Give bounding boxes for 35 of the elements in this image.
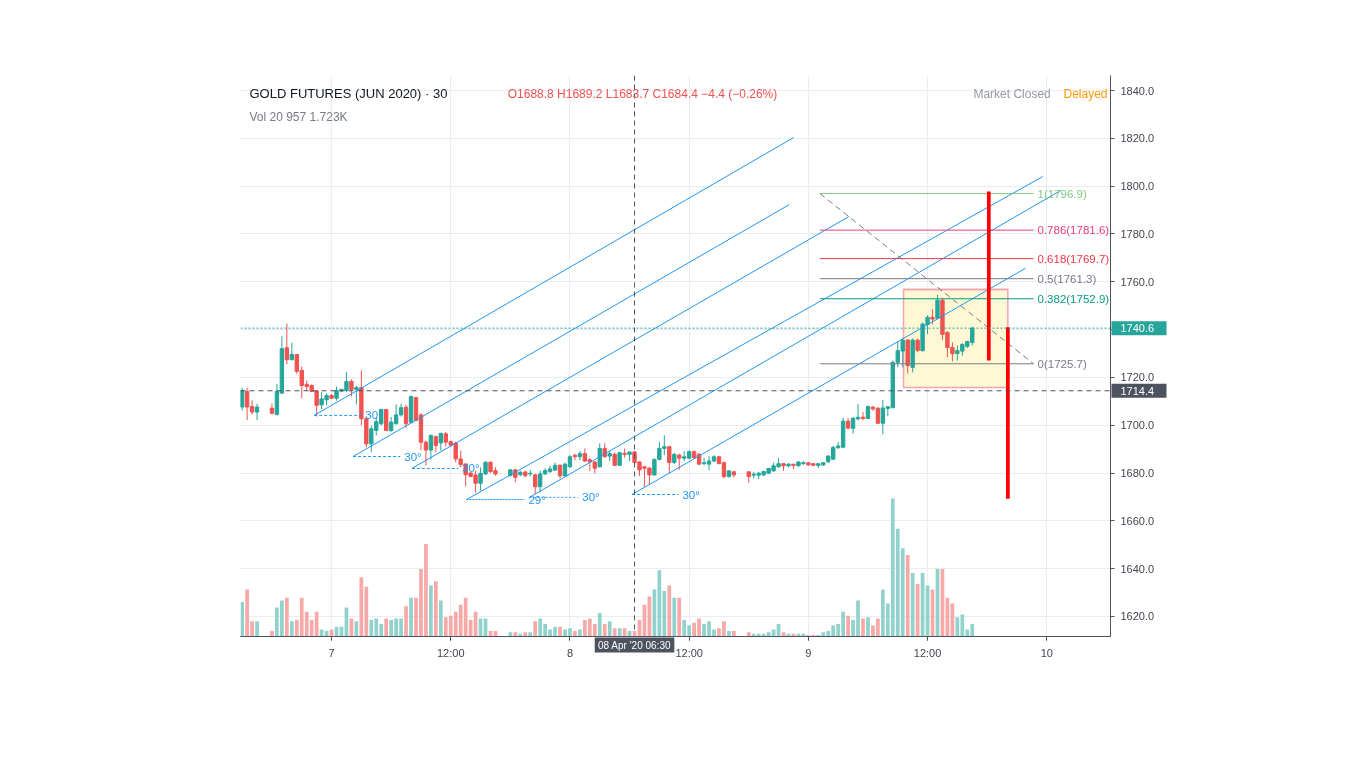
y-tick-label: 1760.0 bbox=[1120, 275, 1155, 288]
x-tick-label: 9 bbox=[805, 646, 812, 659]
y-tick-label: 1700.0 bbox=[1120, 419, 1155, 432]
y-tick-label: 1660.0 bbox=[1120, 514, 1155, 527]
annotation: Market Closed bbox=[973, 86, 1051, 101]
series-label: 29° bbox=[528, 493, 546, 506]
series-label: 0.5(1761.3) bbox=[1037, 272, 1097, 285]
annotation: Vol 20 957 1.723K bbox=[249, 109, 348, 124]
annotation: O1688.8 H1689.2 L1683.7 C1684.4 −4.4 (−0.26%) bbox=[507, 86, 778, 101]
y-tick-label: 1800.0 bbox=[1120, 180, 1155, 193]
ref-line-label: 1740.6 bbox=[1120, 322, 1155, 335]
y-tick-label: 1780.0 bbox=[1120, 227, 1155, 240]
y-tick-label: 1680.0 bbox=[1120, 467, 1155, 479]
text: GOLD FUTURES (JUN 2020) · 30 bbox=[249, 86, 448, 101]
series-label: 30° bbox=[404, 450, 422, 463]
ref-line-label: 1714.4 bbox=[1120, 384, 1155, 397]
annotation: Delayed bbox=[1063, 86, 1108, 101]
series-label: 0.786(1781.6) bbox=[1037, 224, 1110, 237]
x-tick-label: 12:00 bbox=[675, 646, 703, 659]
y-tick-label: 1820.0 bbox=[1120, 132, 1155, 145]
series-label: 30° bbox=[682, 488, 700, 501]
series-label: 0(1725.7) bbox=[1037, 357, 1087, 370]
series-label: 0.618(1769.7) bbox=[1037, 252, 1110, 265]
y-tick-label: 1720.0 bbox=[1120, 371, 1155, 384]
x-tick-label: 8 bbox=[566, 646, 574, 659]
y-tick-label: 1640.0 bbox=[1120, 562, 1155, 575]
series-label: 0.382(1752.9) bbox=[1037, 292, 1110, 305]
x-tick-label: 12:00 bbox=[913, 646, 942, 659]
series-label: 30° bbox=[582, 491, 600, 504]
y-tick-label: 1840.0 bbox=[1120, 84, 1155, 97]
x-tick-label: 12:00 bbox=[436, 646, 465, 659]
x-tick-label: 10 bbox=[1040, 646, 1053, 659]
ref-line-label: 08 Apr '20 06:30 bbox=[597, 639, 671, 651]
y-tick-label: 1620.0 bbox=[1120, 610, 1155, 623]
x-tick-label: 7 bbox=[328, 646, 335, 659]
